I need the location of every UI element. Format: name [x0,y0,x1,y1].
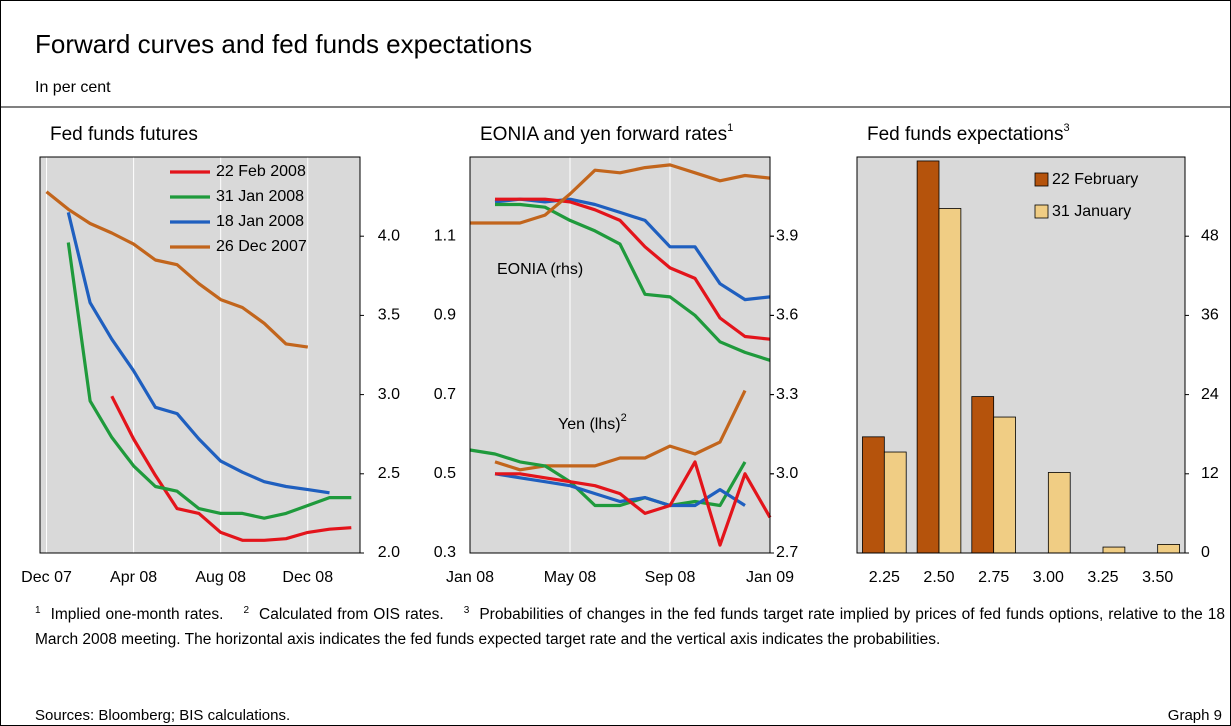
x-tick-label: 3.00 [1033,569,1064,586]
series-line [494,472,746,508]
plot-border [856,156,1186,554]
y-tick-label: 12 [1201,465,1219,482]
y-tick-label: 1.1 [434,227,456,244]
panel-title-text: Fed funds expectations [867,124,1063,145]
bar [938,208,962,554]
x-tick-label: 2.75 [978,569,1009,586]
plot-border [469,156,771,554]
footnote-text: Implied one-month rates. [50,606,224,624]
sources: Sources: Bloomberg; BIS calculations. [35,707,290,724]
panel-title-text: Fed funds futures [50,124,198,145]
footnote: 1 Implied one-month rates. [35,605,224,624]
title-note: 1 [727,122,733,134]
panel-title: Fed funds expectations3 [867,122,1070,145]
series-line [45,190,309,349]
y-tick-label: 2.7 [776,544,798,561]
legend-label: 22 February [1052,171,1138,188]
y-tick-label: 2.0 [378,544,400,561]
plot-area [39,156,361,554]
plot-border [39,156,361,554]
y-tick-label: 2.5 [378,465,400,482]
y-tick-label: 3.9 [776,227,798,244]
x-tick-label: Jan 08 [446,569,494,586]
footnote-mark: 1 [35,605,41,616]
series-line [494,389,747,472]
y-tick-label: 4.0 [378,227,400,244]
panel-title-text: EONIA and yen forward rates [480,124,727,145]
annotation: Yen (lhs)2 [558,412,627,433]
footnote-mark: 3 [463,605,470,616]
bar [1047,472,1071,554]
y-tick-label: 48 [1201,227,1219,244]
y-tick-label: 0.3 [434,544,456,561]
bar [1157,544,1180,554]
x-tick-label: 2.25 [869,569,900,586]
y-tick-label: 24 [1201,386,1219,403]
bar [993,416,1016,554]
series-line [495,202,771,362]
y-tick-label: 0 [1201,544,1210,561]
x-tick-label: Dec 07 [21,569,72,586]
x-tick-label: 2.50 [923,569,954,586]
x-tick-label: Aug 08 [195,569,246,586]
legend-label: 31 Jan 2008 [216,188,304,205]
y-tick-label: 3.0 [776,465,798,482]
series-line [495,460,772,547]
series-line [494,197,771,302]
x-tick-label: Jan 09 [746,569,794,586]
annotation-note: 2 [621,412,627,424]
subtitle: In per cent [35,79,111,96]
series-line [495,197,771,341]
x-tick-label: May 08 [544,569,597,586]
footnote-text: Probabilities of changes in the fed fund… [35,606,1225,649]
legend-label: 31 January [1052,203,1131,220]
bar [916,160,940,554]
panel-title: EONIA and yen forward rates1 [480,122,733,145]
series-line [110,395,352,542]
annotation-text: Yen (lhs) [558,416,621,433]
legend-swatch [1034,172,1049,187]
panel-title: Fed funds futures [50,124,198,145]
y-tick-label: 3.0 [378,386,400,403]
y-tick-label: 3.3 [776,386,798,403]
graph-label: Graph 9 [1168,707,1222,724]
y-tick-label: 3.5 [378,307,400,324]
x-tick-label: Dec 08 [282,569,333,586]
footnotes: 1 Implied one-month rates. 2 Calculated … [35,598,1225,652]
y-tick-label: 0.5 [434,465,456,482]
bar [971,396,995,554]
annotation: EONIA (rhs) [497,261,583,278]
title: Forward curves and fed funds expectation… [35,29,532,59]
y-tick-label: 0.7 [434,386,456,403]
y-tick-label: 0.9 [434,307,456,324]
series-line [470,163,771,225]
legend-label: 26 Dec 2007 [216,238,307,255]
series-line [66,212,330,495]
x-tick-label: Apr 08 [110,569,157,586]
bar [883,451,907,554]
series-line [66,242,352,520]
footnote: 2 Calculated from OIS rates. [243,605,444,624]
legend-label: 22 Feb 2008 [216,163,306,180]
bar [1102,546,1126,554]
footnote: 3 Probabilities of changes in the fed fu… [35,605,1225,649]
y-tick-label: 36 [1201,307,1219,324]
title-note: 3 [1063,122,1069,134]
footnote-text: Calculated from OIS rates. [259,606,444,624]
x-tick-label: Sep 08 [645,569,696,586]
annotation-text: EONIA (rhs) [497,261,583,278]
footnote-mark: 2 [243,605,249,616]
bar [862,436,885,554]
legend-swatch [1034,204,1049,219]
legend-label: 18 Jan 2008 [216,213,304,230]
x-tick-label: 3.25 [1087,569,1118,586]
x-tick-label: 3.50 [1142,569,1173,586]
y-tick-label: 3.6 [776,307,798,324]
